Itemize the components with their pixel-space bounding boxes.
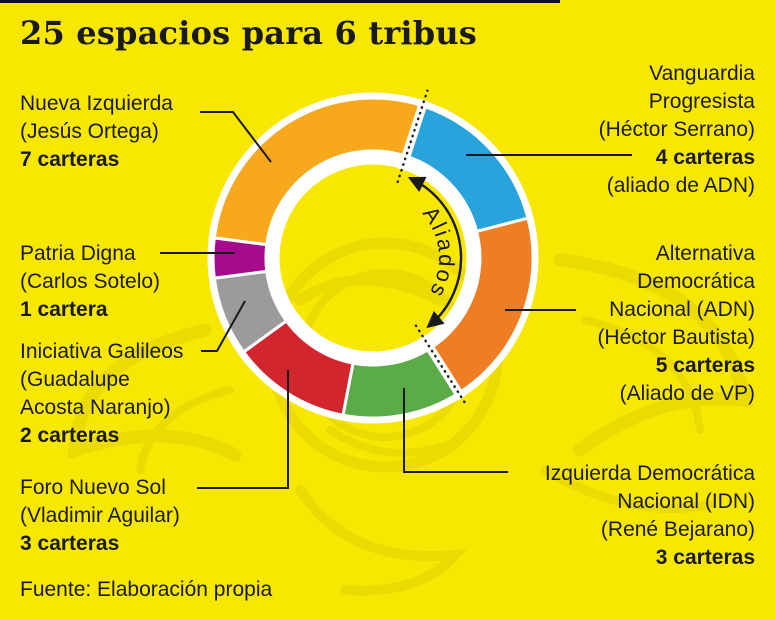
page-title: 25 espacios para 6 tribus bbox=[20, 14, 477, 52]
source-note: Fuente: Elaboración propia bbox=[20, 578, 273, 601]
leader-idn bbox=[403, 388, 508, 473]
callout-idn: Izquierda Democrática Nacional (IDN) (Re… bbox=[545, 460, 755, 572]
party-name: Progresista bbox=[648, 90, 755, 113]
party-value: 7 carteras bbox=[20, 148, 120, 171]
party-value: 2 carteras bbox=[20, 424, 120, 447]
alliance-divider-icon bbox=[396, 89, 469, 408]
party-person: Acosta Naranjo) bbox=[20, 396, 171, 419]
leader-foro-nuevo-sol bbox=[197, 370, 289, 489]
party-value: 3 carteras bbox=[20, 532, 120, 555]
party-note: (aliado de ADN) bbox=[606, 174, 755, 197]
party-name: Iniciativa Galileos bbox=[20, 340, 184, 363]
callout-foro-nuevo-sol: Foro Nuevo Sol (Vladimir Aguilar) 3 cart… bbox=[20, 474, 180, 558]
donut-segment-nueva-izquierda bbox=[212, 96, 424, 247]
party-person: (Carlos Sotelo) bbox=[20, 270, 161, 293]
party-note: (Aliado de VP) bbox=[619, 382, 755, 405]
party-name: Democrática bbox=[637, 270, 755, 293]
party-person: (Guadalupe bbox=[20, 368, 130, 391]
party-value: 5 carteras bbox=[655, 354, 755, 377]
party-name: Nacional (IDN) bbox=[617, 490, 755, 513]
party-person: (René Bejarano) bbox=[600, 518, 755, 541]
callout-nueva-izquierda: Nueva Izquierda (Jesús Ortega) 7 cartera… bbox=[20, 90, 173, 174]
party-name: Nueva Izquierda bbox=[20, 92, 173, 115]
aliados-arrow-icon bbox=[407, 176, 463, 329]
callout-vanguardia-progresista: Vanguardia Progresista (Héctor Serrano) … bbox=[599, 60, 755, 200]
party-person: (Vladimir Aguilar) bbox=[20, 504, 180, 527]
party-name: Foro Nuevo Sol bbox=[20, 476, 166, 499]
callout-patria-digna: Patria Digna (Carlos Sotelo) 1 cartera bbox=[20, 240, 160, 324]
party-value: 1 cartera bbox=[20, 298, 108, 321]
party-person: (Jesús Ortega) bbox=[20, 120, 159, 143]
party-person: (Héctor Serrano) bbox=[598, 118, 755, 141]
party-name: Izquierda Democrática bbox=[544, 462, 755, 485]
leader-iniciativa-galileos bbox=[201, 300, 246, 352]
party-name: Patria Digna bbox=[20, 242, 136, 265]
donut-segments bbox=[211, 96, 535, 420]
callout-adn: Alternativa Democrática Nacional (ADN) (… bbox=[597, 240, 755, 408]
leader-lines bbox=[160, 111, 632, 489]
party-person: (Héctor Bautista) bbox=[597, 326, 755, 349]
party-value: 4 carteras bbox=[655, 146, 755, 169]
party-value: 3 carteras bbox=[655, 546, 755, 569]
party-name: Alternativa bbox=[655, 242, 755, 265]
party-name: Vanguardia bbox=[649, 62, 755, 85]
top-rule bbox=[0, 0, 560, 3]
party-name: Nacional (ADN) bbox=[609, 298, 755, 321]
leader-nueva-izquierda bbox=[200, 111, 272, 163]
callout-iniciativa-galileos: Iniciativa Galileos (Guadalupe Acosta Na… bbox=[20, 338, 183, 450]
